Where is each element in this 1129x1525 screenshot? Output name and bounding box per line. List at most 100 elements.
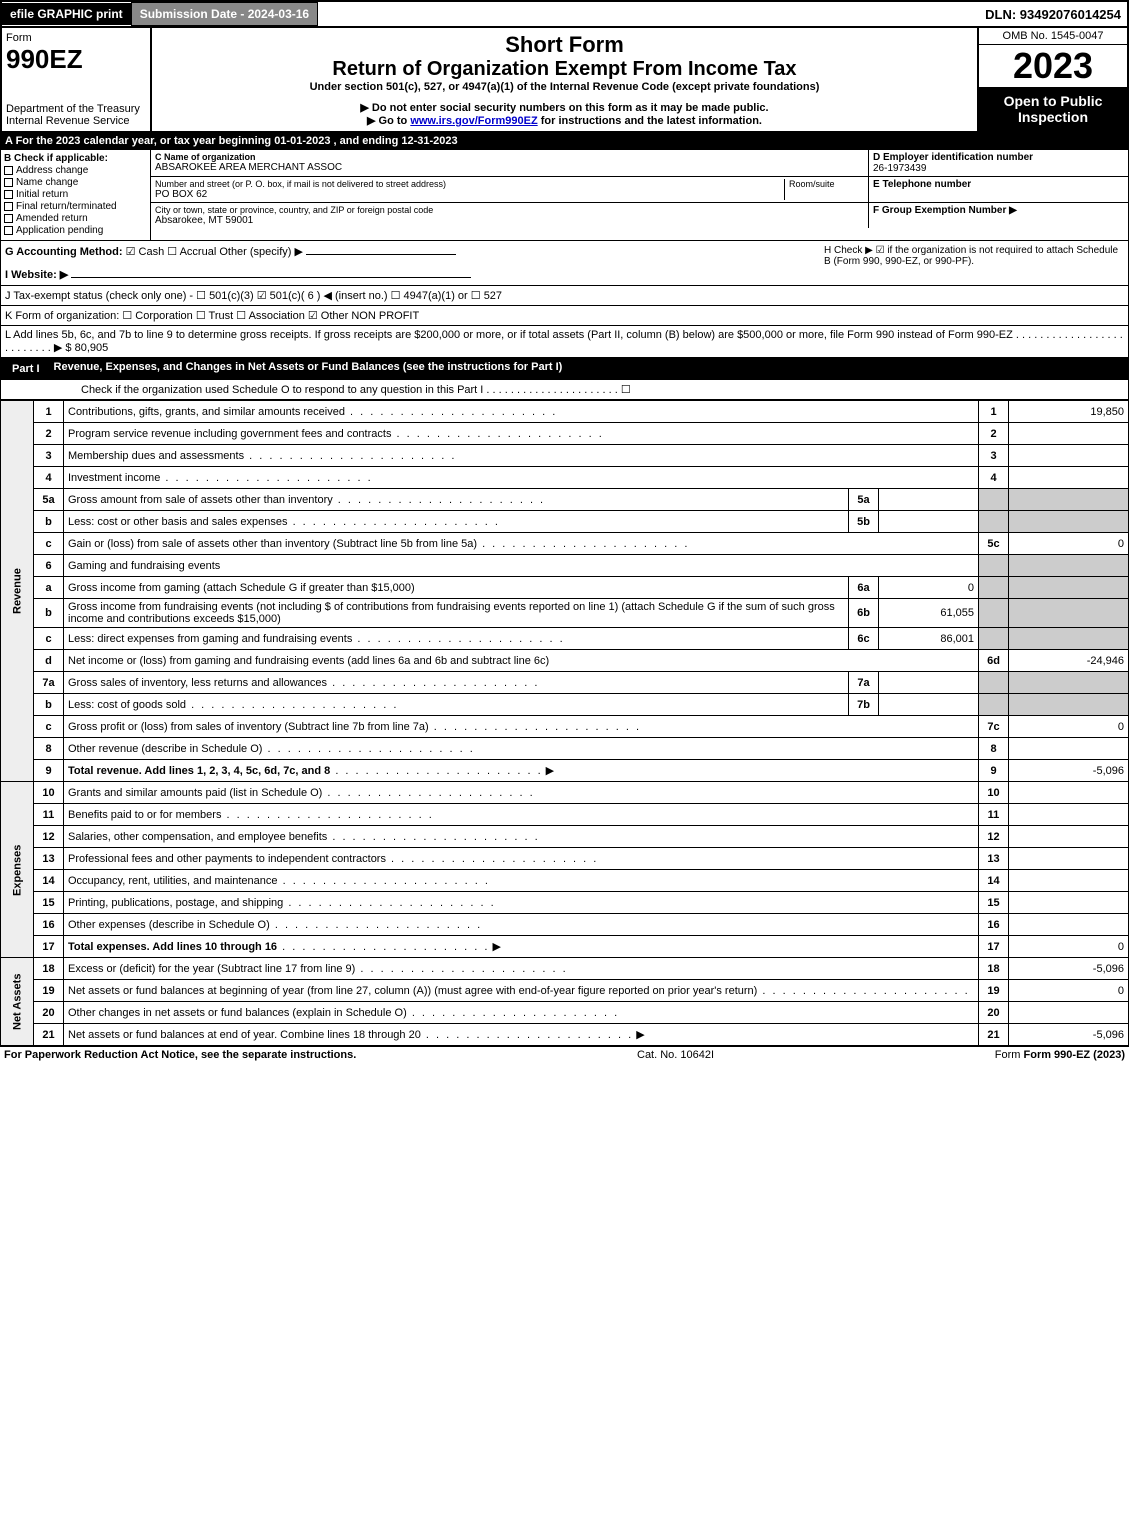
- line-no: 21: [34, 1024, 64, 1046]
- irs-link[interactable]: www.irs.gov/Form990EZ: [410, 115, 537, 127]
- box-b: B Check if applicable: Address change Na…: [1, 150, 151, 240]
- form-number: 990EZ: [6, 44, 146, 75]
- line-desc: Gross income from fundraising events (no…: [64, 599, 849, 628]
- line-no: 12: [34, 826, 64, 848]
- line-i-label: I Website: ▶: [5, 269, 68, 281]
- check-name-change[interactable]: Name change: [4, 177, 147, 188]
- efile-print-button[interactable]: efile GRAPHIC print: [2, 3, 131, 25]
- line-desc: Gross sales of inventory, less returns a…: [64, 672, 849, 694]
- sub-val: [879, 511, 979, 533]
- line-amt: [1009, 870, 1129, 892]
- sub-label: 5a: [849, 489, 879, 511]
- open-public-badge: Open to Public Inspection: [979, 87, 1127, 131]
- line-no: 9: [34, 760, 64, 782]
- line-amt: [1009, 738, 1129, 760]
- line-a: A For the 2023 calendar year, or tax yea…: [0, 133, 1129, 150]
- line-no: c: [34, 533, 64, 555]
- expenses-side-label: Expenses: [1, 782, 34, 958]
- line-amt: [1009, 555, 1129, 577]
- sub-label: 5b: [849, 511, 879, 533]
- tax-year: 2023: [979, 45, 1127, 87]
- line-no: 14: [34, 870, 64, 892]
- line-g: G Accounting Method: ☑ Cash ☐ Accrual Ot…: [5, 245, 824, 281]
- top-bar: efile GRAPHIC print Submission Date - 20…: [0, 0, 1129, 28]
- line-k: K Form of organization: ☐ Corporation ☐ …: [0, 306, 1129, 326]
- line-no: c: [34, 716, 64, 738]
- footer-right: Form Form 990-EZ (2023): [995, 1049, 1125, 1061]
- subtitle: Under section 501(c), 527, or 4947(a)(1)…: [160, 81, 969, 93]
- sub-label: 6b: [849, 599, 879, 628]
- sub-val: 61,055: [879, 599, 979, 628]
- line-j: J Tax-exempt status (check only one) - ☐…: [0, 286, 1129, 306]
- line-ref: [979, 628, 1009, 650]
- part1-check: Check if the organization used Schedule …: [0, 380, 1129, 400]
- line-no: 7a: [34, 672, 64, 694]
- check-initial-return[interactable]: Initial return: [4, 189, 147, 200]
- note-ssn: ▶ Do not enter social security numbers o…: [160, 101, 969, 114]
- line-ref: 5c: [979, 533, 1009, 555]
- line-desc: Net assets or fund balances at end of ye…: [64, 1024, 979, 1046]
- line-desc: Gross profit or (loss) from sales of inv…: [64, 716, 979, 738]
- line-desc: Less: direct expenses from gaming and fu…: [64, 628, 849, 650]
- check-final-return[interactable]: Final return/terminated: [4, 201, 147, 212]
- line-desc: Other expenses (describe in Schedule O): [64, 914, 979, 936]
- line-amt: -24,946: [1009, 650, 1129, 672]
- form-word: Form: [6, 32, 146, 44]
- line-ref: 4: [979, 467, 1009, 489]
- line-desc: Benefits paid to or for members: [64, 804, 979, 826]
- line-amt: [1009, 694, 1129, 716]
- line-no: 15: [34, 892, 64, 914]
- line-no: 8: [34, 738, 64, 760]
- line-ref: 19: [979, 980, 1009, 1002]
- line-ref: [979, 694, 1009, 716]
- street-value: PO BOX 62: [155, 189, 784, 200]
- line-amt: [1009, 599, 1129, 628]
- section-bcdef: B Check if applicable: Address change Na…: [0, 150, 1129, 241]
- line-amt: 0: [1009, 533, 1129, 555]
- dln-label: DLN: 93492076014254: [979, 7, 1127, 22]
- check-address-change[interactable]: Address change: [4, 165, 147, 176]
- submission-date-button[interactable]: Submission Date - 2024-03-16: [131, 2, 318, 26]
- line-no: 5a: [34, 489, 64, 511]
- line-desc: Less: cost of goods sold: [64, 694, 849, 716]
- box-d: D Employer identification number 26-1973…: [868, 150, 1128, 176]
- line-desc: Gross amount from sale of assets other t…: [64, 489, 849, 511]
- sub-val: 0: [879, 577, 979, 599]
- short-form-title: Short Form: [160, 32, 969, 58]
- org-name: ABSAROKEE AREA MERCHANT ASSOC: [155, 162, 864, 173]
- line-desc: Net assets or fund balances at beginning…: [64, 980, 979, 1002]
- check-application-pending[interactable]: Application pending: [4, 225, 147, 236]
- line-ref: 17: [979, 936, 1009, 958]
- line-desc: Salaries, other compensation, and employ…: [64, 826, 979, 848]
- line-desc: Program service revenue including govern…: [64, 423, 979, 445]
- line-no: 20: [34, 1002, 64, 1024]
- line-ref: 18: [979, 958, 1009, 980]
- line-ref: 20: [979, 1002, 1009, 1024]
- netassets-side-label: Net Assets: [1, 958, 34, 1046]
- line-ref: 15: [979, 892, 1009, 914]
- line-ref: 10: [979, 782, 1009, 804]
- box-c-label: C Name of organization: [155, 152, 864, 162]
- line-ref: [979, 599, 1009, 628]
- line-amt: 0: [1009, 980, 1129, 1002]
- line-desc: Professional fees and other payments to …: [64, 848, 979, 870]
- goto-post: for instructions and the latest informat…: [538, 115, 762, 127]
- line-amt: [1009, 826, 1129, 848]
- line-desc: Other changes in net assets or fund bala…: [64, 1002, 979, 1024]
- box-b-label: B Check if applicable:: [4, 153, 147, 164]
- line-ref: [979, 555, 1009, 577]
- footer-center: Cat. No. 10642I: [637, 1049, 714, 1061]
- line-no: c: [34, 628, 64, 650]
- note-goto: ▶ Go to www.irs.gov/Form990EZ for instru…: [160, 114, 969, 127]
- sub-label: 7b: [849, 694, 879, 716]
- line-desc: Printing, publications, postage, and shi…: [64, 892, 979, 914]
- line-no: 4: [34, 467, 64, 489]
- sub-val: [879, 672, 979, 694]
- sub-label: 6c: [849, 628, 879, 650]
- line-ref: 14: [979, 870, 1009, 892]
- check-amended-return[interactable]: Amended return: [4, 213, 147, 224]
- part1-header: Part I Revenue, Expenses, and Changes in…: [0, 358, 1129, 380]
- line-amt: [1009, 577, 1129, 599]
- omb-number: OMB No. 1545-0047: [979, 28, 1127, 45]
- line-amt: [1009, 423, 1129, 445]
